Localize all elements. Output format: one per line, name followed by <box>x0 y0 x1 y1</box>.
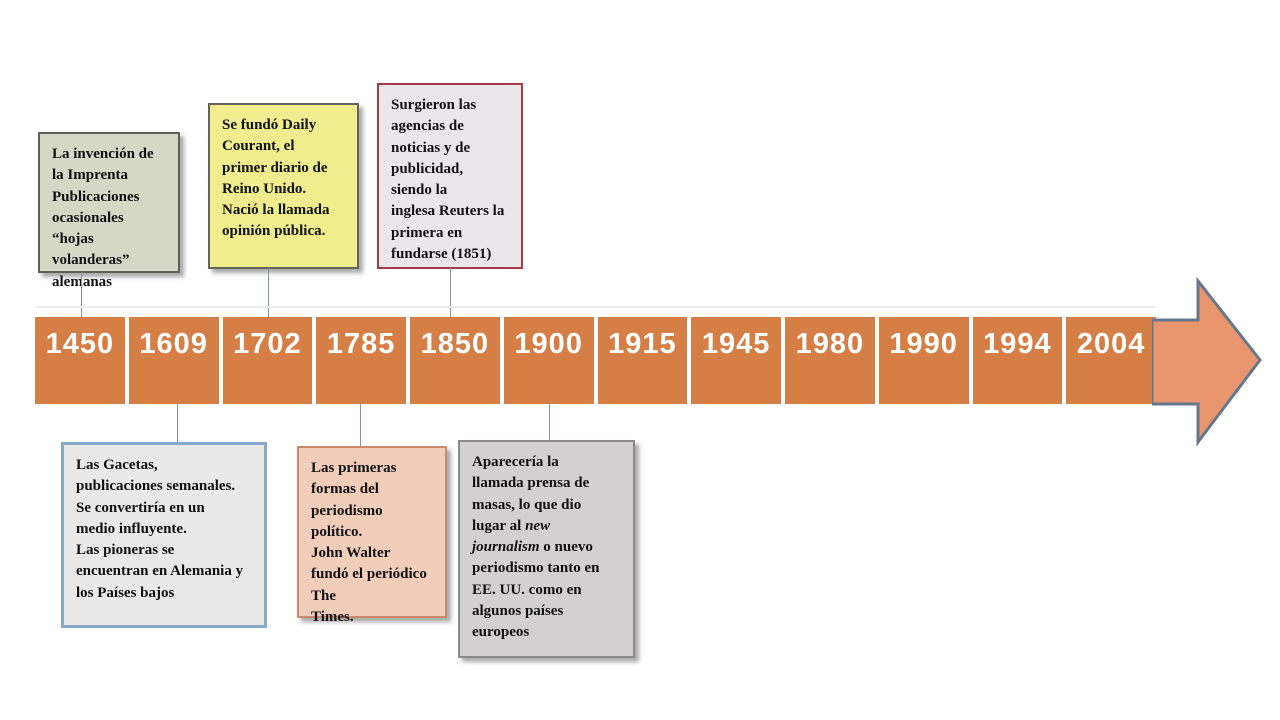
connector-reuters-to-1850 <box>450 268 451 317</box>
timeline-year-cell: 1990 <box>878 317 969 404</box>
timeline-year-cell: 1980 <box>785 317 875 404</box>
callout-prensa-de-masas-1900: Aparecería la llamada prensa de masas, l… <box>458 440 635 658</box>
callout-gacetas-1609: Las Gacetas, publicaciones semanales. Se… <box>61 442 267 628</box>
connector-courant-to-1702 <box>268 268 269 317</box>
connector-1900-to-masas <box>549 404 550 440</box>
connector-1785-to-times <box>360 404 361 446</box>
timeline-year-cell: 1609 <box>128 317 219 404</box>
timeline-year-cell: 1900 <box>503 317 594 404</box>
timeline-year-cell: 2004 <box>1066 317 1156 404</box>
timeline-arrow-icon <box>1152 276 1262 447</box>
connector-1609-to-gacetas <box>177 404 178 442</box>
timeline-year-cell: 1945 <box>691 317 781 404</box>
timeline-year-cell: 1994 <box>972 317 1063 404</box>
masas-text-before: Aparecería la llamada prensa de masas, l… <box>472 454 590 534</box>
timeline-top-border <box>35 306 1155 308</box>
timeline-year-cell: 1785 <box>316 317 406 404</box>
callout-daily-courant-1702: Se fundó Daily Courant, el primer diario… <box>208 103 359 269</box>
masas-text-after: o nuevo periodismo tanto en EE. UU. como… <box>472 539 600 641</box>
connector-imprenta-to-1450 <box>81 272 82 317</box>
callout-the-times-1785: Las primeras formas del periodismo polít… <box>297 446 447 625</box>
timeline-year-cell: 1850 <box>410 317 500 404</box>
callout-imprenta-1450: La invención de la Imprenta Publicacione… <box>38 132 180 290</box>
timeline-year-cell: 1450 <box>35 317 125 404</box>
timeline-year-bar: 1450 1609 1702 1785 1850 1900 1915 1945 … <box>35 317 1156 404</box>
callout-reuters-1850: Surgieron las agencias de noticias y de … <box>377 83 523 269</box>
timeline-year-cell: 1915 <box>597 317 688 404</box>
timeline-year-cell: 1702 <box>222 317 313 404</box>
masas-italic-new-journalism: new journalism <box>472 517 551 556</box>
